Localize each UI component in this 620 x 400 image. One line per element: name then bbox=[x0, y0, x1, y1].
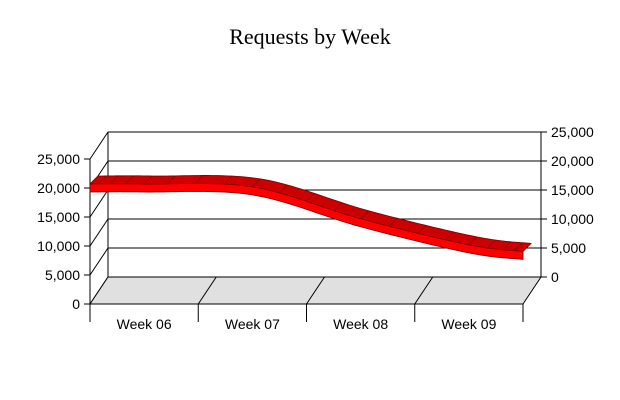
series-ribbon-segment bbox=[417, 225, 427, 234]
series-ribbon-segment bbox=[333, 202, 342, 211]
series-ribbon-segment bbox=[279, 184, 288, 194]
series-ribbon-segment bbox=[360, 210, 369, 220]
y-tick-label-left: 5,000 bbox=[45, 267, 80, 283]
gridline-side bbox=[89, 131, 109, 160]
chart-title: Requests by Week bbox=[229, 24, 391, 49]
series-ribbon-segment bbox=[388, 217, 398, 227]
x-category-label: Week 09 bbox=[441, 316, 496, 332]
y-tick-label-right: 10,000 bbox=[551, 211, 594, 227]
gridline-side bbox=[89, 247, 109, 276]
series-ribbon-segment bbox=[514, 242, 523, 251]
series-ribbon-front bbox=[89, 183, 524, 260]
series-ribbon-segment bbox=[223, 175, 233, 185]
series-ribbon-segment bbox=[167, 175, 176, 185]
y-tick-label-right: 20,000 bbox=[551, 153, 594, 169]
gridline-side bbox=[89, 218, 109, 247]
series-ribbon-segment bbox=[468, 236, 478, 246]
series-ribbon-segment bbox=[143, 175, 153, 185]
series-ribbon-segment bbox=[110, 175, 119, 185]
y-tick-label-left: 0 bbox=[72, 296, 80, 312]
series-ribbon-segment bbox=[125, 175, 134, 185]
axes bbox=[84, 131, 547, 322]
chart-floor bbox=[89, 276, 542, 305]
series-ribbon-segment bbox=[502, 241, 511, 251]
series-ribbon-segment bbox=[445, 231, 454, 241]
series-ribbon-segment bbox=[194, 175, 204, 184]
floor-divider bbox=[197, 276, 217, 305]
y-tick-label-left: 20,000 bbox=[37, 180, 80, 196]
x-category-label: Week 06 bbox=[117, 316, 172, 332]
floor-divider bbox=[414, 276, 434, 305]
series-ribbon-segment bbox=[89, 175, 99, 185]
series-ribbon bbox=[89, 175, 532, 260]
series-ribbon-segment bbox=[487, 239, 496, 249]
y-tick-label-left: 25,000 bbox=[37, 151, 80, 167]
series-ribbon-segment bbox=[522, 243, 532, 252]
y-tick-label-right: 0 bbox=[551, 269, 559, 285]
x-category-label: Week 08 bbox=[333, 316, 388, 332]
series-ribbon-segment bbox=[306, 193, 315, 202]
y-tick-label-left: 10,000 bbox=[37, 238, 80, 254]
y-tick-label-left: 15,000 bbox=[37, 209, 80, 225]
series-ribbon-segment bbox=[252, 178, 261, 188]
series-ribbon-segment bbox=[98, 175, 107, 185]
floor-divider bbox=[306, 276, 325, 305]
y-tick-label-right: 15,000 bbox=[551, 182, 594, 198]
gridline-side bbox=[89, 189, 109, 218]
y-tick-label-right: 5,000 bbox=[551, 240, 586, 256]
x-category-label: Week 07 bbox=[225, 316, 280, 332]
y-tick-label-right: 25,000 bbox=[551, 124, 594, 140]
axis-labels: 0 0 5,000 5,000 10,000 10,000 15,000 15,000 20,0… bbox=[37, 124, 594, 332]
